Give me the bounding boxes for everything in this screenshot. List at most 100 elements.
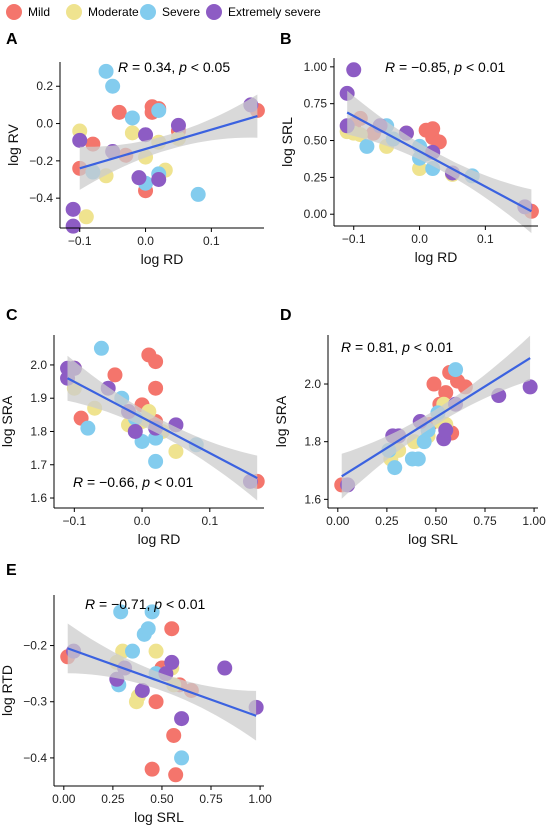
legend: Mild Moderate Severe Extremely severe xyxy=(0,0,550,24)
point-extremely-severe xyxy=(127,423,143,439)
y-tick-label: −0.3 xyxy=(23,695,47,709)
point-severe xyxy=(80,420,96,436)
point-severe xyxy=(125,643,141,659)
point-mild xyxy=(148,354,164,370)
point-extremely-severe xyxy=(134,683,150,698)
y-tick-label: 1.6 xyxy=(30,491,47,505)
point-mild xyxy=(164,621,180,637)
legend-label-extremely-severe: Extremely severe xyxy=(228,5,321,19)
panel-letter: C xyxy=(6,307,18,324)
point-mild xyxy=(450,373,466,389)
panel-a: A −0.1 0.0 0.1 −0.4 −0.2 0.0 0.2 log RD log RV R =… xyxy=(5,31,265,267)
point-extremely-severe xyxy=(151,172,167,188)
y-axis-label: log SRA xyxy=(0,395,15,447)
point-severe xyxy=(410,451,426,467)
y-tick-label: −0.2 xyxy=(23,639,47,653)
y-tick-label: 1.8 xyxy=(30,424,47,438)
y-tick-label: 1.9 xyxy=(30,391,47,405)
point-mild xyxy=(166,727,182,743)
x-tick-label: 0.1 xyxy=(201,514,218,528)
point-moderate xyxy=(168,443,184,459)
correlation-annotation: R = 0.34, p < 0.05 xyxy=(118,59,230,75)
y-tick-label: 0.00 xyxy=(304,207,328,221)
y-tick-label: −0.4 xyxy=(29,191,53,205)
y-tick-label: 0.50 xyxy=(304,134,328,148)
y-axis-label: log SRA xyxy=(273,395,289,447)
correlation-annotation: R = −0.66, p < 0.01 xyxy=(73,474,194,490)
x-tick-label: 0.75 xyxy=(473,514,497,528)
point-extremely-severe xyxy=(131,170,147,186)
point-extremely-severe xyxy=(65,201,81,217)
x-axis-label: log RD xyxy=(415,249,458,265)
x-tick-label: 1.00 xyxy=(248,792,272,806)
point-moderate xyxy=(148,643,164,659)
point-severe xyxy=(113,604,129,620)
x-tick-label: 0.25 xyxy=(375,514,399,528)
legend-dot-severe xyxy=(140,4,156,20)
point-mild xyxy=(148,694,164,710)
legend-dot-moderate xyxy=(66,4,82,20)
point-severe xyxy=(140,621,156,637)
y-axis-label: log RTD xyxy=(0,665,15,716)
point-mild xyxy=(426,376,442,392)
correlation-annotation: R = −0.85, p < 0.01 xyxy=(385,59,506,75)
x-tick-label: 0.1 xyxy=(203,234,220,248)
panel-letter: E xyxy=(6,562,17,579)
point-extremely-severe xyxy=(164,654,180,670)
regression-line xyxy=(67,647,257,717)
regression-line xyxy=(346,111,532,213)
point-mild xyxy=(111,104,127,120)
x-tick-label: 0.25 xyxy=(101,792,125,806)
y-tick-label: 0.25 xyxy=(304,170,328,184)
point-mild xyxy=(168,767,184,783)
panel-letter: B xyxy=(280,31,292,48)
y-tick-label: 0.2 xyxy=(36,79,53,93)
x-tick-label: 0.00 xyxy=(326,514,350,528)
y-axis-label: log SRL xyxy=(279,117,295,167)
legend-label-severe: Severe xyxy=(162,5,201,19)
y-tick-label: −0.4 xyxy=(23,751,47,765)
y-tick-label: 0.0 xyxy=(36,117,53,131)
point-severe xyxy=(174,750,190,766)
x-axis-label: log SRL xyxy=(134,809,184,825)
x-tick-label: −0.1 xyxy=(62,514,86,528)
point-severe xyxy=(93,340,109,356)
y-axis-label: log RV xyxy=(5,123,21,165)
x-axis-label: log RD xyxy=(141,251,184,267)
legend-dot-mild xyxy=(6,4,22,20)
x-tick-label: 0.0 xyxy=(411,232,428,246)
point-extremely-severe xyxy=(174,711,190,727)
point-severe xyxy=(359,138,375,154)
legend-label-mild: Mild xyxy=(28,5,51,19)
panel-e: E 0.00 0.25 0.50 0.75 1.00 −0.4 −0.3 −0.2 log SRL… xyxy=(0,562,272,825)
panel-b: B −0.1 0.0 0.1 0.00 0.25 0.50 0.75 1.00 log RD log… xyxy=(279,31,539,265)
y-tick-label: 1.00 xyxy=(304,60,328,74)
point-severe xyxy=(98,63,114,79)
point-moderate xyxy=(124,125,140,141)
x-axis-label: log RD xyxy=(138,531,181,547)
panel-letter: A xyxy=(6,31,18,48)
point-severe xyxy=(144,604,160,620)
point-severe xyxy=(190,186,206,202)
point-extremely-severe xyxy=(522,379,538,395)
legend-label-moderate: Moderate xyxy=(88,5,139,19)
y-tick-label: 0.75 xyxy=(304,97,328,111)
point-severe xyxy=(105,78,121,94)
point-severe xyxy=(416,434,432,450)
point-severe xyxy=(151,102,167,118)
point-mild xyxy=(148,380,164,396)
x-tick-label: 0.0 xyxy=(137,234,154,248)
y-tick-label: −0.2 xyxy=(29,154,53,168)
point-severe xyxy=(124,110,140,126)
y-tick-label: 2.0 xyxy=(30,358,47,372)
point-extremely-severe xyxy=(170,117,186,133)
point-severe xyxy=(387,460,403,476)
point-severe xyxy=(448,362,464,378)
y-tick-label: 2.0 xyxy=(304,377,321,391)
point-severe xyxy=(148,453,164,469)
regression-line xyxy=(341,357,531,478)
regression-line xyxy=(67,377,258,480)
point-extremely-severe xyxy=(438,422,454,438)
regression-line xyxy=(79,115,258,170)
